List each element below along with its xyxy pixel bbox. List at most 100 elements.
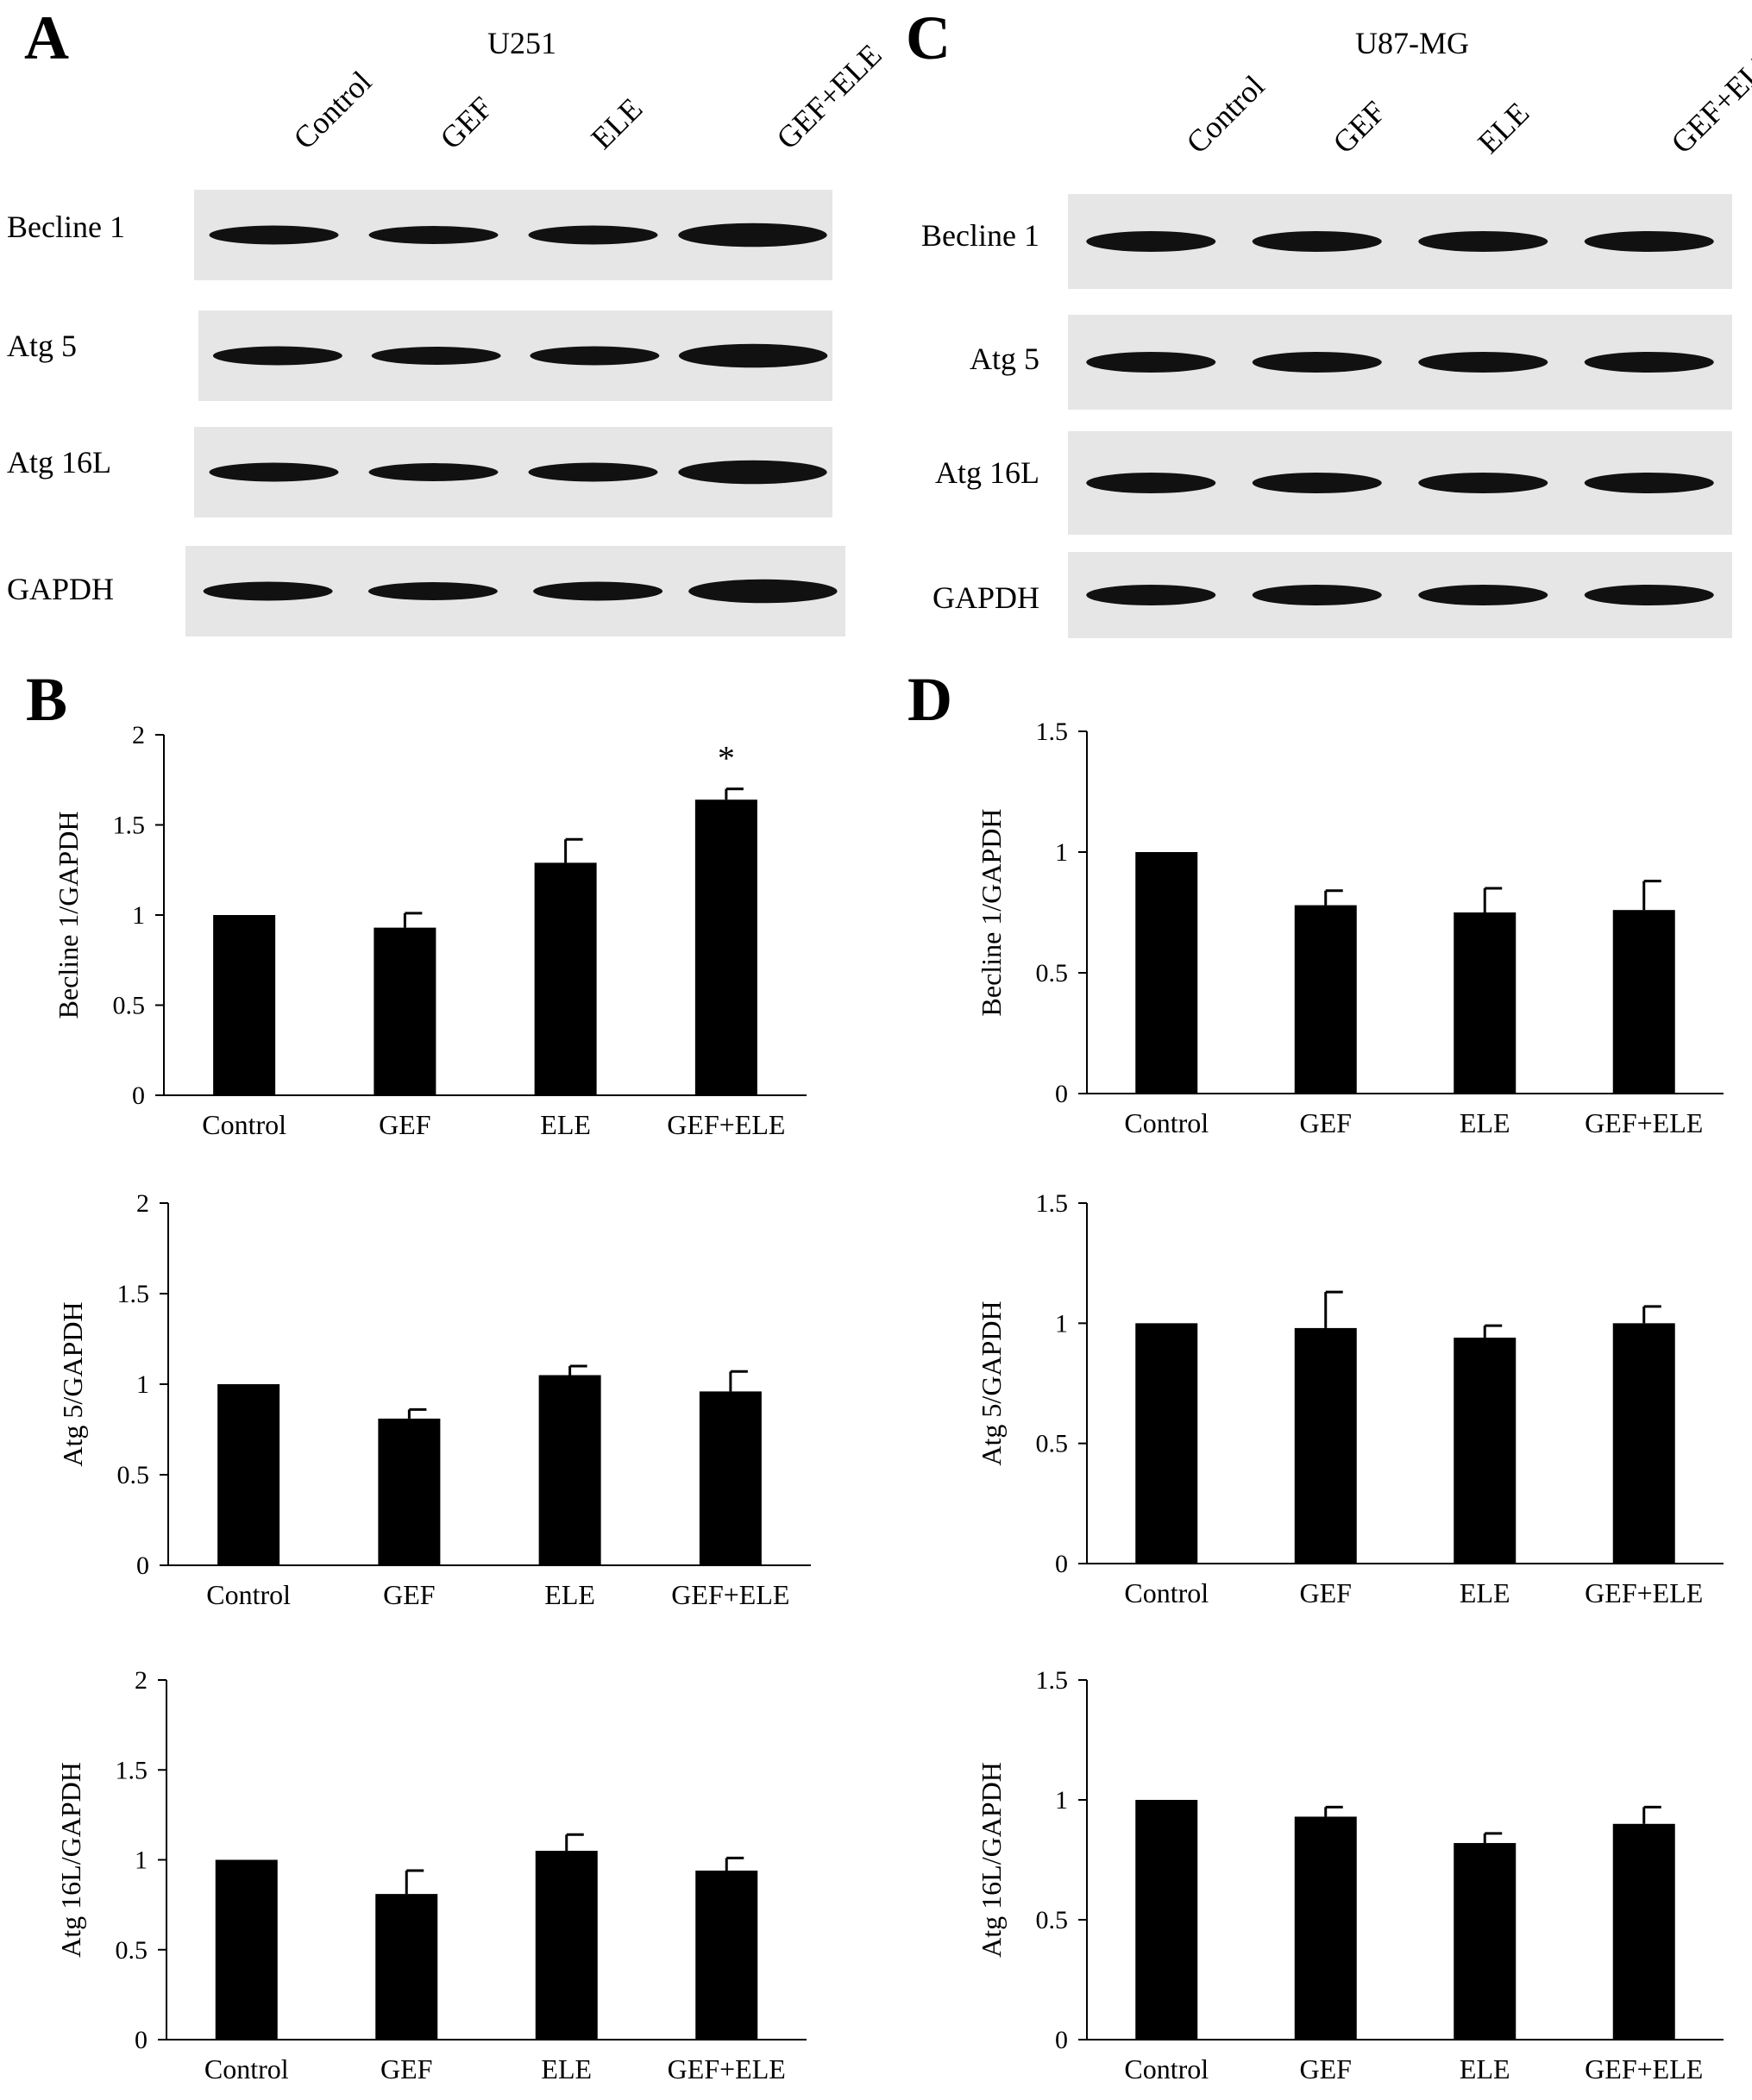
bar-gef-ele	[1612, 1323, 1675, 1564]
band	[1086, 585, 1216, 605]
bar-gef	[1294, 1816, 1357, 2040]
x-tick-label-control: Control	[1124, 2053, 1209, 2084]
y-tick-label: 0.5	[1036, 1906, 1069, 1934]
significance-marker: *	[718, 739, 735, 778]
bar-gef	[375, 1894, 438, 2040]
blot-row-c-atg-16l: Atg 16L	[935, 431, 1732, 535]
band	[1252, 352, 1382, 373]
band	[688, 579, 838, 604]
y-tick-label: 1	[132, 901, 145, 930]
band	[530, 346, 660, 366]
x-tick-label-gef: GEF	[379, 1109, 430, 1140]
x-tick-label-gef-ele: GEF+ELE	[667, 1109, 785, 1140]
x-tick-label-ele: ELE	[1460, 1577, 1510, 1608]
y-tick-label: 0.5	[117, 1461, 150, 1489]
x-tick-label-control: Control	[204, 2053, 289, 2084]
y-tick-label: 0.5	[1036, 1430, 1069, 1458]
band	[1584, 352, 1714, 373]
cell-line-title-a: U251	[487, 26, 556, 60]
x-tick-label-gef: GEF	[1300, 1577, 1352, 1608]
blot-row-a-becline-1: Becline 1	[7, 190, 832, 280]
blot-row-c-atg-5: Atg 5	[970, 315, 1732, 410]
chart-2: 0 0.5 1 1.5 2 Atg 5/GAPDH Control GEF ELE GEF+ELE	[57, 1189, 811, 1610]
bar-ele	[1454, 912, 1517, 1094]
blot-row-a-atg-5: Atg 5	[7, 310, 832, 401]
lane-label-a-ele: ELE	[584, 91, 649, 156]
bar-ele	[534, 862, 597, 1095]
blot-label-a-gapdh: GAPDH	[7, 572, 114, 606]
y-axis-label: Atg 16L/GAPDH	[55, 1762, 86, 1958]
bar-ele	[1454, 1338, 1517, 1564]
blot-label-a-becline-1: Becline 1	[7, 210, 125, 244]
band	[678, 343, 828, 368]
blot-label-c-atg-16l: Atg 16L	[935, 455, 1039, 490]
bar-gef-ele	[1612, 910, 1675, 1094]
y-tick-label: 1	[1055, 838, 1068, 867]
band	[212, 346, 342, 366]
band	[1418, 473, 1548, 493]
band	[1584, 473, 1714, 493]
x-tick-label-gef: GEF	[380, 2053, 432, 2084]
y-tick-label: 1.5	[1036, 718, 1069, 746]
y-tick-label: 1.5	[117, 1280, 150, 1308]
lane-label-c-gef-ele: GEF+ELE	[1664, 41, 1752, 160]
y-axis-label: Atg 5/GAPDH	[57, 1301, 88, 1466]
y-tick-label: 0	[1055, 1550, 1068, 1578]
band	[528, 225, 658, 245]
band	[1252, 231, 1382, 252]
panel-label-a: A	[24, 3, 69, 72]
band	[1418, 231, 1548, 252]
panel-label-d: D	[907, 665, 952, 734]
lane-label-a-gef-ele: GEF+ELE	[769, 37, 888, 155]
y-tick-label: 0.5	[1036, 959, 1069, 987]
x-tick-label-control: Control	[206, 1579, 291, 1610]
y-tick-label: 2	[135, 1666, 148, 1695]
y-tick-label: 1	[1055, 1309, 1068, 1338]
band	[1086, 231, 1216, 252]
blot-label-a-atg-16l: Atg 16L	[7, 445, 111, 480]
lane-label-a-gef: GEF	[433, 90, 499, 155]
band	[203, 581, 333, 601]
chart-1: 0 0.5 1 1.5 2 Becline 1/GAPDH Control GEF ELE * GE…	[53, 721, 807, 1140]
y-tick-label: 0	[132, 1081, 145, 1110]
lane-label-c-control: Control	[1179, 69, 1271, 160]
x-tick-label-ele: ELE	[540, 1109, 591, 1140]
band	[1418, 585, 1548, 605]
bar-control	[1135, 852, 1198, 1094]
blot-label-c-becline-1: Becline 1	[921, 218, 1039, 253]
panel-label-b: B	[26, 665, 67, 734]
band	[368, 463, 499, 481]
bar-ele	[1454, 1843, 1517, 2040]
y-tick-label: 0	[1055, 1080, 1068, 1108]
bar-ele	[538, 1375, 601, 1565]
band	[1086, 352, 1216, 373]
bar-control	[1135, 1323, 1198, 1564]
bar-gef-ele	[699, 1391, 762, 1565]
band	[533, 581, 663, 601]
x-tick-label-gef: GEF	[383, 1579, 435, 1610]
band	[209, 225, 339, 245]
panel-label-c: C	[906, 3, 951, 72]
x-tick-label-control: Control	[1124, 1107, 1209, 1138]
x-tick-label-gef: GEF	[1300, 2053, 1352, 2084]
y-tick-label: 1	[1055, 1786, 1068, 1815]
bar-gef	[378, 1418, 441, 1565]
blot-row-c-gapdh: GAPDH	[933, 552, 1732, 638]
y-tick-label: 1.5	[113, 812, 146, 840]
y-tick-label: 1	[136, 1370, 149, 1399]
x-tick-label-gef-ele: GEF+ELE	[671, 1579, 789, 1610]
band	[678, 223, 827, 248]
band	[1584, 231, 1714, 252]
bar-control	[1135, 1800, 1198, 2040]
band	[1252, 585, 1382, 605]
y-axis-label: Becline 1/GAPDH	[976, 809, 1007, 1017]
x-tick-label-ele: ELE	[1460, 2053, 1510, 2084]
lane-label-c-ele: ELE	[1471, 96, 1535, 160]
y-tick-label: 1	[135, 1846, 148, 1875]
x-tick-label-gef-ele: GEF+ELE	[668, 2053, 786, 2084]
y-tick-label: 2	[132, 721, 145, 749]
blot-row-a-atg-16l: Atg 16L	[7, 427, 832, 517]
x-tick-label-gef-ele: GEF+ELE	[1585, 1107, 1703, 1138]
y-axis-label: Becline 1/GAPDH	[53, 812, 84, 1019]
